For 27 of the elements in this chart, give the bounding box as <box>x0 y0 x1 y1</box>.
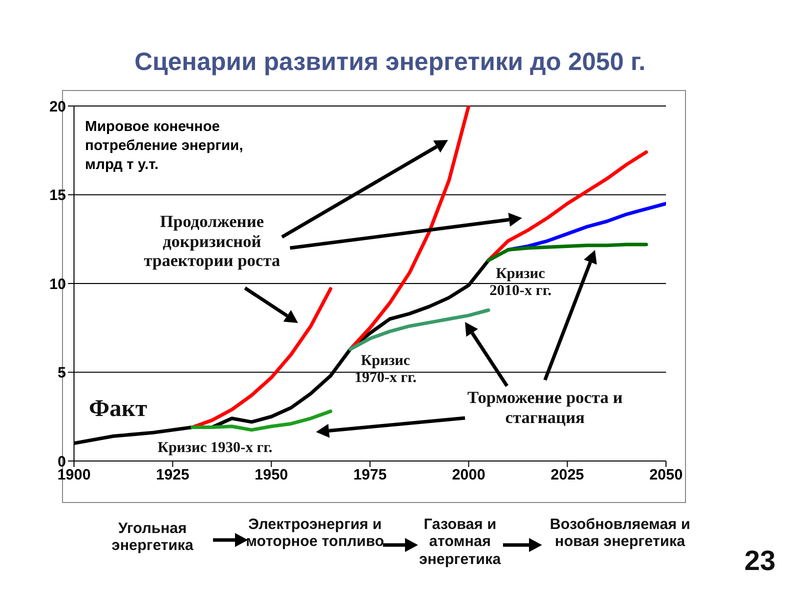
text: Угольная энергетика <box>110 520 194 554</box>
annotation: Кризис 1970-х гг. <box>354 353 418 388</box>
line-series <box>348 106 470 351</box>
text: Электроэнергия и моторное топливо <box>245 516 385 550</box>
annotation: Продолжение докризисной траектории роста <box>142 212 282 271</box>
x-tick-label: 2025 <box>550 466 584 484</box>
annotation: Торможение роста и стагнация <box>466 388 624 428</box>
annotation: Факт <box>88 396 148 424</box>
y-tick-label: 5 <box>58 364 66 382</box>
x-tick-label: 2000 <box>452 466 486 484</box>
x-tick-label: 1925 <box>156 466 190 484</box>
text: Газовая и атомная энергетика <box>418 516 502 568</box>
chart-title: Сценарии развития энергетики до 2050 г. <box>133 48 647 77</box>
annotation: Кризис 2010-х гг. <box>488 266 552 300</box>
y-axis-title: Мировое конечное потребление энергии, млрд т у.т. <box>85 118 244 175</box>
line-series <box>348 308 490 351</box>
x-tick-label: 1975 <box>353 466 387 484</box>
line-series <box>190 410 332 432</box>
annotation: Кризис 1930-х гг. <box>156 440 274 458</box>
line-series <box>486 242 648 262</box>
y-tick-label: 20 <box>49 98 66 116</box>
y-tick-label: 10 <box>49 276 66 293</box>
x-tick-label: 2050 <box>649 466 683 484</box>
text: Возобновляемая и новая энергетика <box>548 516 692 550</box>
x-tick-label: 1950 <box>254 466 288 484</box>
y-tick-label: 15 <box>49 187 66 204</box>
text: 23 <box>743 545 777 578</box>
